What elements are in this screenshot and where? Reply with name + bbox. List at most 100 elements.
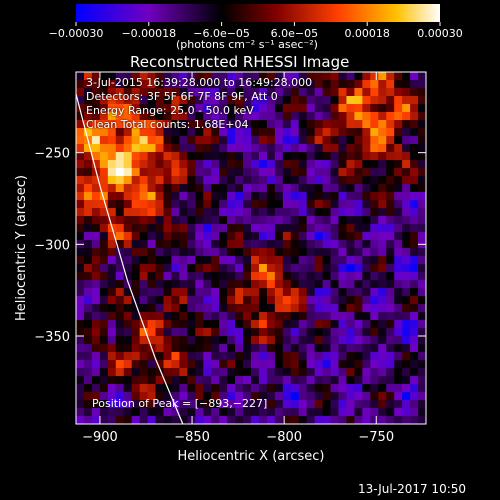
heatmap-cell xyxy=(418,408,427,417)
heatmap-cell xyxy=(290,352,300,361)
heatmap-cell xyxy=(147,72,156,81)
heatmap-cell xyxy=(330,264,339,273)
heatmap-cell xyxy=(274,376,284,385)
heatmap-cell xyxy=(187,384,196,393)
heatmap-cell xyxy=(147,304,156,313)
heatmap-cell xyxy=(179,216,188,225)
heatmap-cell xyxy=(402,248,411,257)
heatmap-cell xyxy=(354,144,363,153)
heatmap-cell xyxy=(306,144,316,153)
heatmap-cell xyxy=(354,272,363,281)
heatmap-cell xyxy=(195,376,204,385)
heatmap-cell xyxy=(163,416,172,425)
heatmap-cell xyxy=(235,408,244,417)
heatmap-cell xyxy=(219,280,228,289)
heatmap-cell xyxy=(346,216,355,225)
heatmap-cell xyxy=(227,320,236,329)
heatmap-cell xyxy=(394,240,403,249)
heatmap-cell xyxy=(290,200,300,209)
heatmap-cell xyxy=(107,96,117,105)
heatmap-cell xyxy=(91,160,101,169)
heatmap-cell xyxy=(282,200,292,209)
heatmap-cell xyxy=(266,176,276,185)
heatmap-cell xyxy=(338,400,347,409)
heatmap-cell xyxy=(386,104,395,113)
heatmap-cell xyxy=(394,168,403,177)
heatmap-cell xyxy=(107,240,117,249)
heatmap-cell xyxy=(370,232,379,241)
heatmap-cell xyxy=(274,72,284,81)
heatmap-cell xyxy=(362,136,371,145)
heatmap-cell xyxy=(314,240,323,249)
heatmap-cell xyxy=(195,72,204,81)
heatmap-cell xyxy=(386,288,395,297)
heatmap-cell xyxy=(266,208,276,217)
heatmap-cell xyxy=(274,312,284,321)
heatmap-cell xyxy=(290,320,300,329)
heatmap-cell xyxy=(139,224,148,233)
heatmap-cell xyxy=(322,264,331,273)
heatmap-cell xyxy=(179,184,188,193)
heatmap-cell xyxy=(266,136,276,145)
solar-limb-line xyxy=(75,93,184,425)
heatmap-cell xyxy=(274,288,284,297)
heatmap-cell xyxy=(290,168,300,177)
heatmap-cell xyxy=(386,368,395,377)
heatmap-cell xyxy=(394,304,403,313)
heatmap-cell xyxy=(346,312,355,321)
heatmap-cell xyxy=(402,376,411,385)
heatmap-cell xyxy=(290,208,300,217)
heatmap-cell xyxy=(131,256,141,265)
heatmap-cell xyxy=(370,288,379,297)
heatmap-cell xyxy=(322,144,331,153)
heatmap-cell xyxy=(83,88,93,97)
heatmap-cell xyxy=(76,112,85,121)
heatmap-cell xyxy=(99,88,109,97)
heatmap-cell xyxy=(251,72,260,81)
heatmap-cell xyxy=(139,376,148,385)
heatmap-cell xyxy=(322,328,331,337)
heatmap-cell xyxy=(322,152,331,161)
heatmap-cell xyxy=(91,352,101,361)
heatmap-cell xyxy=(338,320,347,329)
heatmap-cell xyxy=(163,160,172,169)
plot-frame xyxy=(75,71,427,425)
heatmap-cell xyxy=(306,192,316,201)
heatmap-cell xyxy=(362,408,371,417)
heatmap-cell xyxy=(266,400,276,409)
heatmap-cell xyxy=(370,328,379,337)
heatmap-cell xyxy=(330,312,339,321)
heatmap-cell xyxy=(219,144,228,153)
heatmap-cell xyxy=(306,304,316,313)
heatmap-cell xyxy=(83,232,93,241)
heatmap-cell xyxy=(227,384,236,393)
heatmap-cell xyxy=(258,176,268,185)
heatmap-cell xyxy=(338,368,347,377)
heatmap-cell xyxy=(235,104,244,113)
heatmap-cell xyxy=(266,280,276,289)
heatmap-cell xyxy=(123,168,133,177)
heatmap-cell xyxy=(258,104,268,113)
heatmap-cell xyxy=(91,120,101,129)
heatmap-cell xyxy=(219,176,228,185)
heatmap-cell xyxy=(322,192,331,201)
heatmap-cell xyxy=(410,328,419,337)
heatmap-cell xyxy=(274,88,284,97)
heatmap-cell xyxy=(107,160,117,169)
heatmap-cell xyxy=(362,112,371,121)
heatmap-cell xyxy=(394,144,403,153)
heatmap-cell xyxy=(290,312,300,321)
heatmap-cell xyxy=(410,408,419,417)
heatmap-cell xyxy=(171,112,180,121)
heatmap-cell xyxy=(155,136,164,145)
heatmap-cell xyxy=(179,168,188,177)
heatmap-cell xyxy=(298,200,308,209)
heatmap-cell xyxy=(410,176,419,185)
heatmap-cell xyxy=(282,408,292,417)
heatmap-cell xyxy=(354,176,363,185)
heatmap-cell xyxy=(314,88,323,97)
heatmap-cell xyxy=(179,112,188,121)
heatmap-cell xyxy=(83,344,93,353)
heatmap-cell xyxy=(155,336,164,345)
heatmap-cell xyxy=(235,224,244,233)
